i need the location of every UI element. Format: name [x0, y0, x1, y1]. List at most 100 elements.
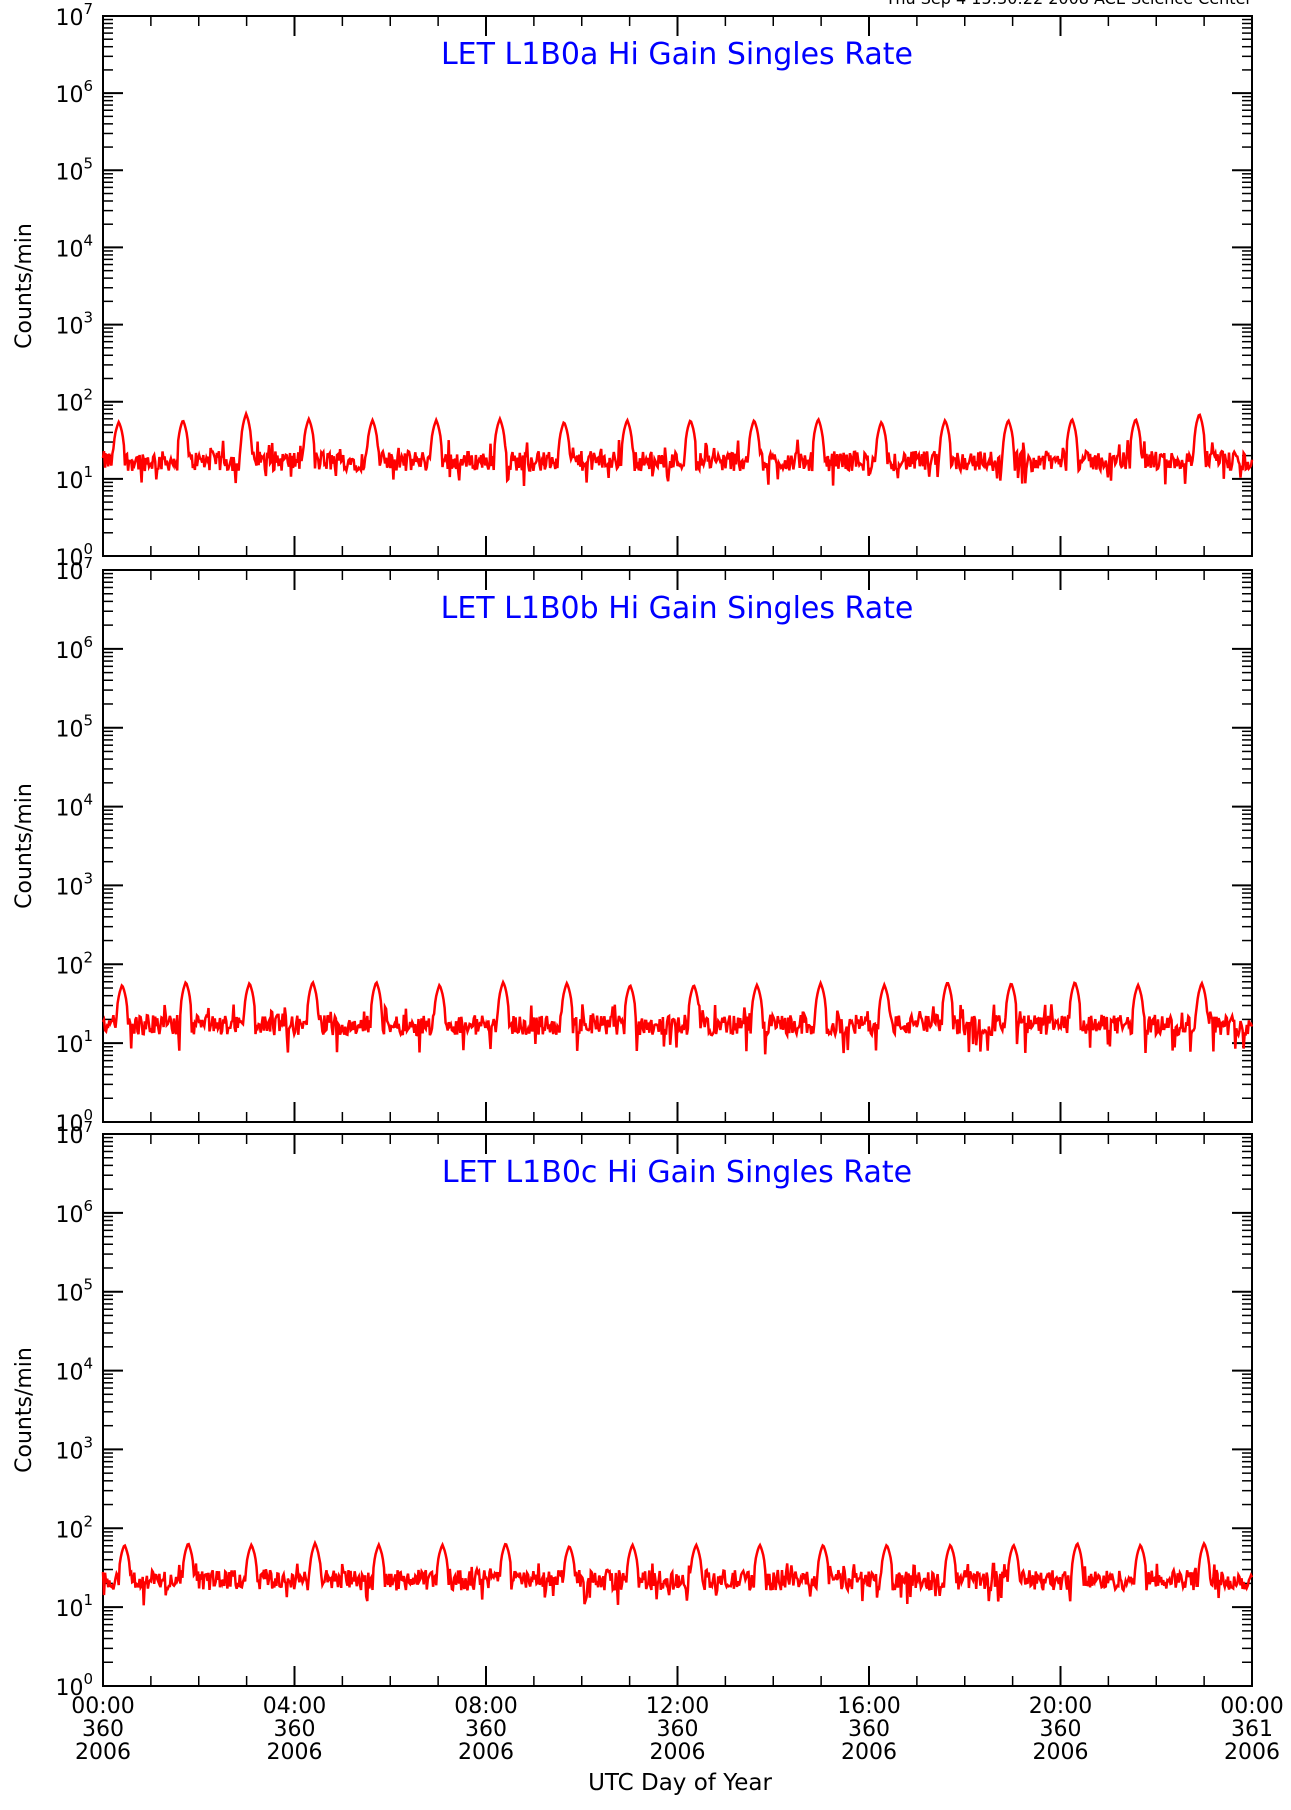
x-tick-time: 20:00 [1029, 1694, 1092, 1719]
y-tick-base: 10 [55, 875, 83, 900]
y-tick-exp: 6 [83, 1197, 93, 1215]
y-tick-exp: 2 [83, 1512, 93, 1530]
y-tick-exp: 1 [83, 1591, 93, 1609]
y-tick-base: 10 [55, 1033, 83, 1058]
y-tick-base: 10 [55, 546, 83, 571]
y-axis-label: Counts/min [12, 1347, 37, 1473]
y-tick-label: 102 [55, 948, 93, 979]
y-tick-base: 10 [55, 237, 83, 262]
x-tick-day: 360 [1040, 1717, 1082, 1742]
series-line [101, 1539, 1254, 1606]
x-tick-day: 360 [465, 1717, 507, 1742]
x-tick-year: 2006 [267, 1740, 323, 1765]
plot-frame [102, 1133, 1253, 1687]
y-tick-label: 105 [55, 712, 93, 743]
y-tick-base: 10 [55, 1676, 83, 1701]
y-tick-exp: 0 [83, 1670, 93, 1688]
y-tick-exp: 4 [83, 231, 93, 249]
x-tick-time: 00:00 [1220, 1694, 1283, 1719]
y-tick-base: 10 [55, 160, 83, 185]
y-tick-label: 106 [55, 633, 93, 664]
plot-frame [102, 15, 1253, 557]
x-axis-label: UTC Day of Year [588, 1770, 772, 1796]
y-tick-label: 103 [55, 1433, 93, 1464]
x-tick-day: 360 [274, 1717, 316, 1742]
y-tick-exp: 5 [83, 154, 93, 172]
panel-title: LET L1B0c Hi Gain Singles Rate [442, 1155, 912, 1190]
y-tick-label: 107 [55, 1118, 93, 1149]
series-line [101, 410, 1254, 486]
y-tick-exp: 3 [83, 1433, 93, 1451]
x-tick-year: 2006 [841, 1740, 897, 1765]
series-line [101, 979, 1254, 1055]
y-tick-base: 10 [55, 83, 83, 108]
x-tick-day: 360 [657, 1717, 699, 1742]
y-tick-exp: 6 [83, 633, 93, 651]
y-tick-base: 10 [55, 1112, 83, 1137]
x-tick-year: 2006 [1224, 1740, 1280, 1765]
y-tick-label: 100 [55, 540, 93, 571]
x-tick-time: 16:00 [837, 1694, 900, 1719]
y-tick-label: 101 [55, 1027, 93, 1058]
y-tick-label: 100 [55, 1106, 93, 1137]
y-tick-exp: 1 [83, 463, 93, 481]
y-tick-label: 105 [55, 154, 93, 185]
y-tick-base: 10 [55, 1518, 83, 1543]
x-tick-year: 2006 [650, 1740, 706, 1765]
y-tick-label: 104 [55, 791, 93, 822]
y-tick-base: 10 [55, 1203, 83, 1228]
y-tick-label: 102 [55, 386, 93, 417]
y-tick-exp: 2 [83, 386, 93, 404]
y-tick-base: 10 [55, 1361, 83, 1386]
y-tick-exp: 3 [83, 309, 93, 327]
y-tick-exp: 5 [83, 1276, 93, 1294]
x-tick-day: 360 [848, 1717, 890, 1742]
x-tick-time: 04:00 [263, 1694, 326, 1719]
y-tick-base: 10 [55, 1124, 83, 1149]
y-axis-label: Counts/min [12, 783, 37, 909]
y-axis-label: Counts/min [12, 223, 37, 349]
y-tick-label: 102 [55, 1512, 93, 1543]
x-tick-day: 360 [82, 1717, 124, 1742]
header: Thu Sep 4 15:30:22 2008 ACE Science Cent… [885, 0, 1253, 8]
y-tick-exp: 4 [83, 791, 93, 809]
x-axis-labels: 00:00360200604:00360200608:00360200612:0… [71, 1694, 1283, 1765]
y-tick-exp: 5 [83, 712, 93, 730]
y-tick-exp: 0 [83, 1106, 93, 1124]
y-tick-base: 10 [55, 6, 83, 31]
y-tick-base: 10 [55, 315, 83, 340]
y-tick-label: 106 [55, 77, 93, 108]
y-tick-base: 10 [55, 1439, 83, 1464]
y-tick-exp: 4 [83, 1355, 93, 1373]
y-tick-exp: 6 [83, 77, 93, 95]
y-tick-label: 101 [55, 463, 93, 494]
y-tick-exp: 1 [83, 1027, 93, 1045]
y-tick-label: 101 [55, 1591, 93, 1622]
y-tick-base: 10 [55, 1597, 83, 1622]
y-tick-label: 104 [55, 1355, 93, 1386]
y-tick-base: 10 [55, 469, 83, 494]
panel-title: LET L1B0a Hi Gain Singles Rate [441, 37, 913, 72]
y-tick-label: 104 [55, 231, 93, 262]
y-tick-base: 10 [55, 718, 83, 743]
y-tick-exp: 7 [83, 554, 93, 572]
x-tick-time: 08:00 [454, 1694, 517, 1719]
x-tick-year: 2006 [458, 1740, 514, 1765]
x-tick-day: 361 [1231, 1717, 1273, 1742]
y-tick-base: 10 [55, 392, 83, 417]
y-tick-exp: 3 [83, 869, 93, 887]
x-tick-time: 12:00 [646, 1694, 709, 1719]
y-tick-base: 10 [55, 954, 83, 979]
y-tick-base: 10 [55, 639, 83, 664]
y-tick-label: 105 [55, 1276, 93, 1307]
y-tick-label: 107 [55, 0, 93, 31]
y-tick-base: 10 [55, 797, 83, 822]
